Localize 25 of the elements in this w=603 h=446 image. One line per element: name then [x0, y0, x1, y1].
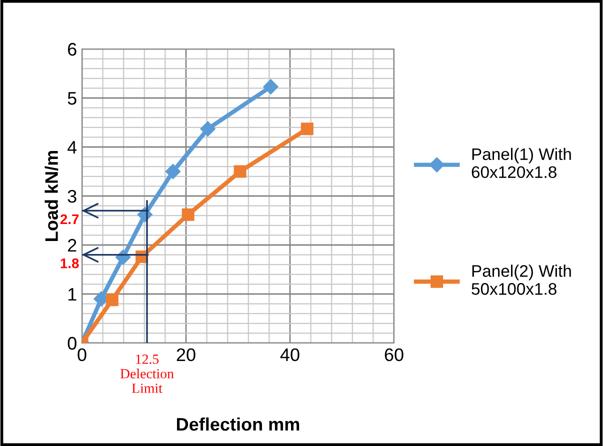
y-tick-label: 6 — [68, 42, 76, 56]
ref-line-label: 1.8 — [60, 258, 79, 268]
point — [200, 121, 216, 136]
legend-label: Panel(2) With 50x100x1.8 — [472, 264, 571, 295]
y-tick-label: 2 — [68, 238, 76, 252]
ref-line-label: 12.5 Delection Limit — [120, 354, 174, 393]
point — [106, 294, 118, 306]
y-tick-label: 4 — [68, 141, 77, 154]
x-axis-title: Deflection mm — [177, 417, 300, 431]
x-tick-label: 40 — [280, 348, 300, 362]
y-tick-label: 3 — [68, 190, 76, 203]
legend-label: Panel(1) With 60x120x1.8 — [472, 148, 571, 178]
y-axis-title: Load kN/m — [44, 150, 58, 241]
x-tick-label: 60 — [384, 348, 404, 362]
point — [182, 208, 194, 221]
ref-line-label: 2.7 — [60, 214, 79, 224]
point — [300, 122, 314, 136]
point — [234, 165, 246, 178]
x-tick-label: 20 — [176, 348, 196, 362]
x-tick-label: 0 — [78, 348, 86, 362]
y-tick-label: 5 — [68, 92, 76, 105]
point — [165, 164, 181, 180]
y-tick-label: 1 — [68, 288, 76, 301]
y-tick-label: 0 — [68, 336, 76, 350]
point — [263, 79, 278, 94]
